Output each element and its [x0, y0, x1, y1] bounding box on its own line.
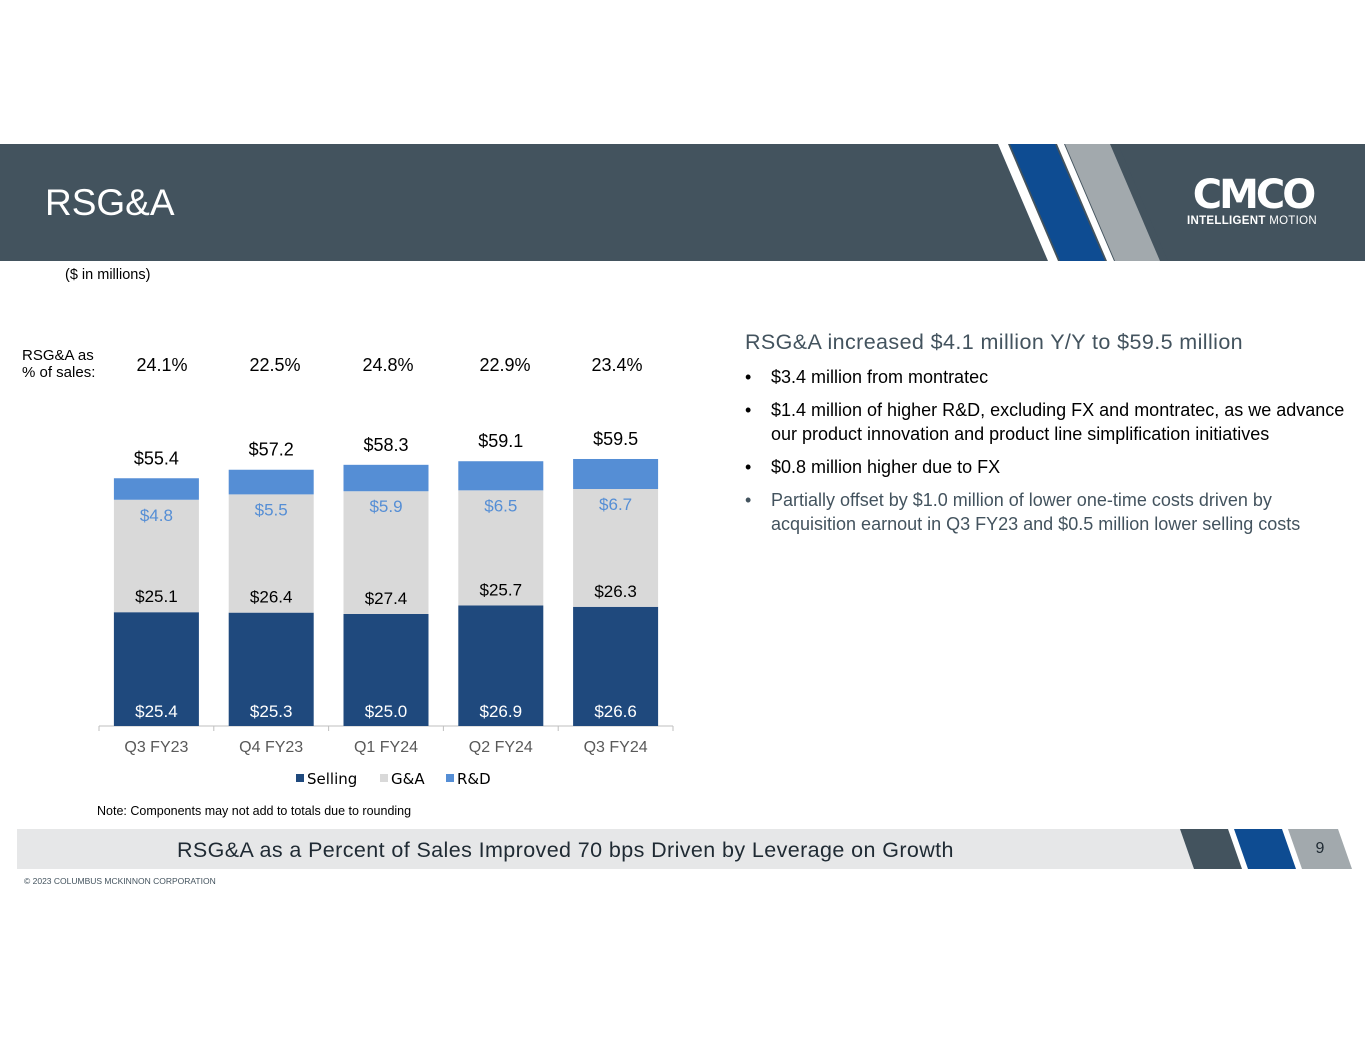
header-stripe-gray [1065, 144, 1160, 261]
header-stripe-blue [1010, 144, 1105, 261]
data-label-ga: $27.4 [365, 589, 408, 608]
footer-banner [17, 829, 1197, 869]
page-title: RSG&A [45, 182, 175, 223]
footer-stripes [1180, 829, 1352, 869]
header-stripes [998, 144, 1365, 261]
footer-stripe-blue [1234, 829, 1296, 869]
bar-rd-3 [458, 461, 544, 491]
data-label-rd: $4.8 [140, 506, 173, 525]
data-label-selling: $26.6 [594, 702, 637, 721]
data-label-rd: $6.7 [599, 495, 632, 514]
data-label-total: $57.2 [249, 440, 294, 460]
percent-of-sales-q1fy24: 24.8% [362, 355, 414, 375]
units-note: ($ in millions) [65, 267, 151, 283]
page-number: 9 [1315, 840, 1325, 857]
footer-stripe-gray [1288, 829, 1352, 869]
data-label-rd: $6.5 [484, 496, 517, 515]
logo-tagline-bold: INTELLIGENT [1187, 215, 1266, 227]
bar-rd-0 [113, 478, 199, 500]
data-label-ga: $26.4 [250, 588, 293, 607]
data-label-ga: $25.1 [135, 587, 178, 606]
bar-selling-2 [343, 614, 429, 726]
commentary-bullet: $0.8 million higher due to FX [745, 455, 1345, 479]
rsga-stacked-bar-chart: $25.4 $25.1 $4.8 $55.4 Q3 FY23 $25.3 $26.4 $5.5… [98, 429, 674, 788]
bar-selling-3 [458, 605, 544, 726]
footer-banner-text: RSG&A as a Percent of Sales Improved 70 … [177, 838, 954, 862]
footer-stripe-dark [1180, 829, 1242, 869]
bar-ga-2 [343, 491, 429, 614]
company-logo-mark: CMCO [1193, 174, 1318, 214]
data-label-selling: $25.4 [135, 702, 178, 721]
commentary-headline: RSG&A increased $4.1 million Y/Y to $59.… [745, 330, 1244, 354]
data-label-ga: $25.7 [480, 580, 523, 599]
percent-of-sales-q4fy23: 22.5% [249, 355, 301, 375]
x-tick-label: Q3 FY23 [124, 739, 188, 756]
header-stripe-white-1 [998, 144, 1058, 261]
data-label-selling: $25.3 [250, 702, 293, 721]
x-tick-label: Q1 FY24 [354, 739, 418, 756]
percent-of-sales-label: RSG&A as % of sales: [22, 347, 95, 381]
commentary-bullet: $1.4 million of higher R&D, excluding FX… [745, 398, 1345, 446]
commentary-bullets: $3.4 million from montratec $1.4 million… [745, 365, 1345, 536]
bar-ga-1 [228, 494, 314, 613]
legend-label-selling: Selling [307, 770, 357, 788]
commentary-panel: RSG&A increased $4.1 million Y/Y to $59.… [745, 330, 1345, 545]
data-label-total: $55.4 [134, 448, 179, 468]
data-label-rd: $5.9 [369, 497, 402, 516]
data-label-rd: $5.5 [255, 500, 288, 519]
header-bar: RSG&A CMCO INTELLIGENT MOTION [0, 144, 1365, 261]
bar-selling-0 [113, 612, 199, 726]
bar-selling-4 [573, 606, 659, 726]
legend-label-ga: G&A [391, 770, 425, 788]
bar-ga-0 [113, 499, 199, 613]
legend-swatch-selling [296, 774, 304, 782]
logo-tagline: INTELLIGENT MOTION [1187, 215, 1317, 227]
bar-rd-4 [573, 458, 659, 490]
data-label-selling: $25.0 [365, 702, 408, 721]
percent-of-sales-q3fy23: 24.1% [136, 355, 188, 375]
percent-of-sales-q3fy24: 23.4% [591, 355, 643, 375]
commentary-bullet: $3.4 million from montratec [745, 365, 1345, 389]
x-tick-label: Q4 FY23 [239, 739, 303, 756]
data-label-total: $59.1 [478, 431, 523, 451]
percent-label-text: RSG&A as % of sales: [22, 347, 96, 381]
data-label-ga: $26.3 [594, 582, 637, 601]
copyright: © 2023 COLUMBUS MCKINNON CORPORATION [24, 876, 216, 886]
data-label-total: $58.3 [363, 435, 408, 455]
legend-label-rd: R&D [457, 770, 491, 788]
bar-ga-3 [458, 490, 544, 606]
data-label-total: $59.5 [593, 429, 638, 449]
legend-swatch-ga [380, 774, 388, 782]
logo-word: CMCO [1193, 174, 1315, 214]
bar-rd-2 [343, 464, 429, 492]
header-stripe-white-3 [1118, 144, 1365, 261]
bar-ga-4 [573, 489, 659, 607]
data-label-selling: $26.9 [480, 702, 523, 721]
logo-tagline-regular: MOTION [1269, 215, 1317, 227]
x-tick-label: Q3 FY24 [584, 739, 648, 756]
x-tick-label: Q2 FY24 [469, 739, 533, 756]
bar-rd-1 [228, 469, 314, 495]
commentary-bullet: Partially offset by $1.0 million of lowe… [745, 488, 1345, 536]
header-stripe-white-2 [1057, 144, 1114, 261]
bar-selling-1 [228, 612, 314, 726]
rounding-note: Note: Components may not add to totals d… [97, 804, 412, 818]
legend-swatch-rd [446, 774, 454, 782]
percent-of-sales-q2fy24: 22.9% [479, 355, 531, 375]
